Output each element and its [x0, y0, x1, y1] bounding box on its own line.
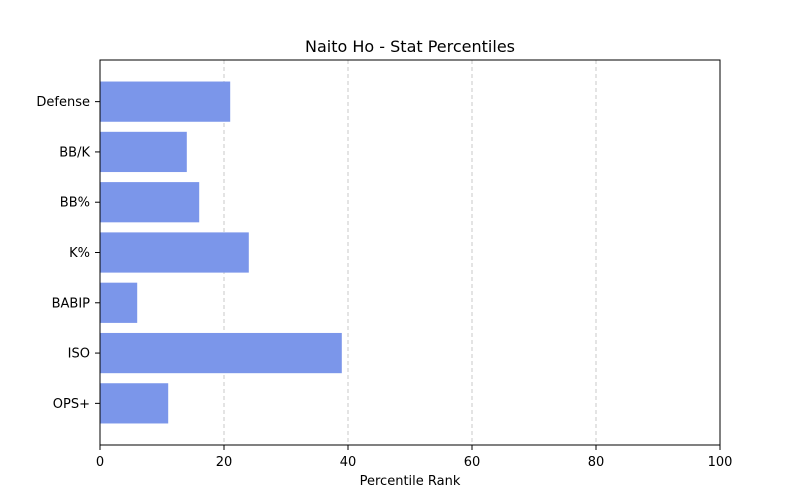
bar-bb-k	[100, 131, 187, 173]
y-tick-label: BB%	[60, 196, 90, 211]
bar-iso	[100, 332, 342, 374]
bars	[100, 81, 342, 424]
chart-title: Naito Ho - Stat Percentiles	[305, 37, 515, 56]
bar-babip	[100, 282, 138, 323]
y-tick-label: Defense	[36, 95, 90, 110]
y-tick-label: BB/K	[59, 145, 90, 160]
bar-ops	[100, 383, 169, 424]
x-axis-ticks: 0 20 40 60 80 100	[96, 445, 733, 470]
bar-k	[100, 232, 249, 273]
y-tick-label: K%	[69, 246, 90, 261]
x-tick-label: 20	[216, 455, 233, 470]
bar-defense	[100, 81, 231, 122]
x-tick-label: 0	[96, 455, 104, 470]
x-tick-label: 60	[464, 455, 481, 470]
x-tick-label: 80	[588, 455, 605, 470]
y-tick-label: ISO	[68, 347, 90, 362]
y-tick-label: BABIP	[52, 296, 91, 311]
x-tick-label: 100	[708, 455, 733, 470]
y-tick-label: OPS+	[53, 397, 90, 412]
x-axis-label: Percentile Rank	[360, 474, 461, 489]
grid-lines	[223, 60, 597, 445]
y-axis-ticks: OPS+ ISO BABIP K% BB% BB/K Defense	[36, 95, 100, 412]
x-tick-label: 40	[340, 455, 357, 470]
bar-bb	[100, 182, 200, 223]
